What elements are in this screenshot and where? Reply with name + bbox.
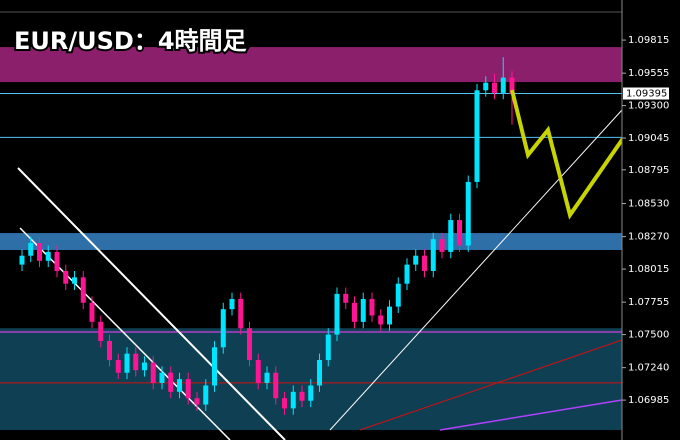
candle-body xyxy=(19,255,25,265)
last-price-box xyxy=(623,87,669,100)
candle-body xyxy=(439,239,445,252)
price-axis xyxy=(622,0,680,440)
candle-body xyxy=(150,362,156,383)
y-tick-label: 1.09045 xyxy=(628,133,669,144)
candle-body xyxy=(203,385,209,405)
trend-line xyxy=(17,167,286,440)
candle-body xyxy=(290,391,296,409)
candle-body xyxy=(28,242,34,256)
horizontal-lines xyxy=(0,93,622,384)
y-tick-label: 1.09555 xyxy=(628,68,669,79)
candle-body xyxy=(220,309,226,348)
trend-line xyxy=(439,399,623,431)
y-tick-label: 1.07755 xyxy=(628,297,669,308)
trend-line xyxy=(359,339,623,431)
y-ticks: 1.09815 1.09555 1.09300 1.09045 1.08795 1.085… xyxy=(622,35,669,406)
candle-body xyxy=(212,347,217,386)
candle-body xyxy=(457,220,462,246)
candle-body xyxy=(299,391,305,401)
candle-body xyxy=(509,77,515,95)
candle-body xyxy=(308,385,314,401)
candle-body xyxy=(360,298,366,322)
candle-body xyxy=(159,372,165,383)
candle-body xyxy=(255,360,261,383)
y-tick-label: 1.06985 xyxy=(628,395,669,406)
candle-body xyxy=(168,372,174,392)
candle-body xyxy=(474,90,480,182)
candle-body xyxy=(133,353,139,371)
last-price-label: 1.09395 xyxy=(626,89,667,100)
candle-body xyxy=(352,302,357,322)
candle-body xyxy=(430,239,436,271)
candle-body xyxy=(369,298,375,316)
candle-body xyxy=(238,298,244,329)
candle-body xyxy=(500,77,506,93)
y-tick-label: 1.08795 xyxy=(628,165,669,176)
candle-body xyxy=(325,334,331,361)
candle-body xyxy=(80,277,86,303)
candle-body xyxy=(37,242,42,261)
trend-line xyxy=(329,109,623,431)
candle-body xyxy=(229,298,235,310)
candle-body xyxy=(107,340,112,361)
y-tick-label: 1.09815 xyxy=(628,35,669,46)
candle-body xyxy=(448,220,454,252)
candle-body xyxy=(395,283,401,307)
candle-body xyxy=(124,353,130,373)
candle-body xyxy=(177,379,182,392)
candles xyxy=(19,57,515,415)
candle-body xyxy=(45,251,51,261)
candle-body xyxy=(378,315,384,325)
candle-body xyxy=(247,328,252,361)
zone xyxy=(0,233,622,250)
candle-body xyxy=(422,255,427,271)
candle-body xyxy=(282,398,287,409)
candle-body xyxy=(404,264,410,284)
y-tick-label: 1.08270 xyxy=(628,232,669,243)
candle-body xyxy=(334,293,340,335)
candle-body xyxy=(89,302,95,322)
candle-body xyxy=(63,270,69,284)
candle-body xyxy=(343,293,349,303)
candle-body xyxy=(185,379,191,399)
candle-body xyxy=(264,372,270,383)
candle-body xyxy=(72,277,77,284)
candle-body xyxy=(54,251,60,271)
y-tick-label: 1.07240 xyxy=(628,363,669,374)
candle-body xyxy=(492,82,497,93)
candle-body xyxy=(483,82,489,91)
candle-body xyxy=(465,181,471,246)
y-tick-label: 1.08530 xyxy=(628,199,669,210)
candle-body xyxy=(413,255,419,265)
candle-body xyxy=(273,372,279,399)
y-tick-label: 1.07500 xyxy=(628,330,669,341)
zone xyxy=(0,47,622,83)
candle-body xyxy=(387,306,392,325)
y-tick-label: 1.08015 xyxy=(628,264,669,275)
y-tick-label: 1.09300 xyxy=(628,101,669,112)
candle-body xyxy=(115,360,121,373)
candle-body xyxy=(317,360,322,386)
candle-body xyxy=(142,362,147,371)
candle-body xyxy=(98,321,104,341)
forecast-arrow xyxy=(510,83,662,220)
candle-body xyxy=(194,398,200,405)
chart-title: EUR/USD：4時間足 xyxy=(14,27,247,55)
